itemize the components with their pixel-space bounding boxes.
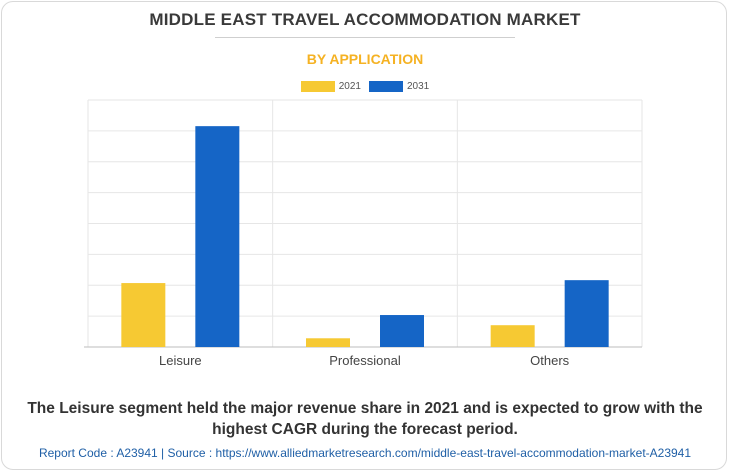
legend-label-2021: 2021: [338, 80, 361, 92]
legend-item-2021[interactable]: 2021: [300, 80, 361, 92]
legend-item-2031[interactable]: 2031: [369, 80, 430, 92]
legend-swatch-2021: [300, 80, 335, 92]
legend-swatch-2031: [369, 80, 403, 92]
title-divider: [215, 37, 515, 38]
x-tick-label-leisure: Leisure: [159, 353, 202, 368]
legend-label-2031: 2031: [407, 80, 430, 92]
bar-others-2021: [490, 325, 535, 347]
bar-leisure-2021: [121, 283, 166, 347]
bar-leisure-2031: [195, 126, 240, 347]
chart-subtitle: BY APPLICATION: [306, 51, 424, 67]
x-tick-label-professional: Professional: [329, 353, 401, 368]
legend: 2021 2031: [0, 79, 730, 93]
bar-professional-2031: [380, 315, 424, 347]
bar-professional-2021: [306, 338, 350, 347]
chart-caption: The Leisure segment held the major reven…: [27, 400, 703, 438]
source-footer: Report Code : A23941 | Source : https://…: [38, 446, 692, 460]
bar-others-2031: [564, 280, 609, 347]
chart-title: MIDDLE EAST TRAVEL ACCOMMODATION MARKET: [149, 10, 581, 29]
x-tick-label-others: Others: [530, 353, 570, 368]
